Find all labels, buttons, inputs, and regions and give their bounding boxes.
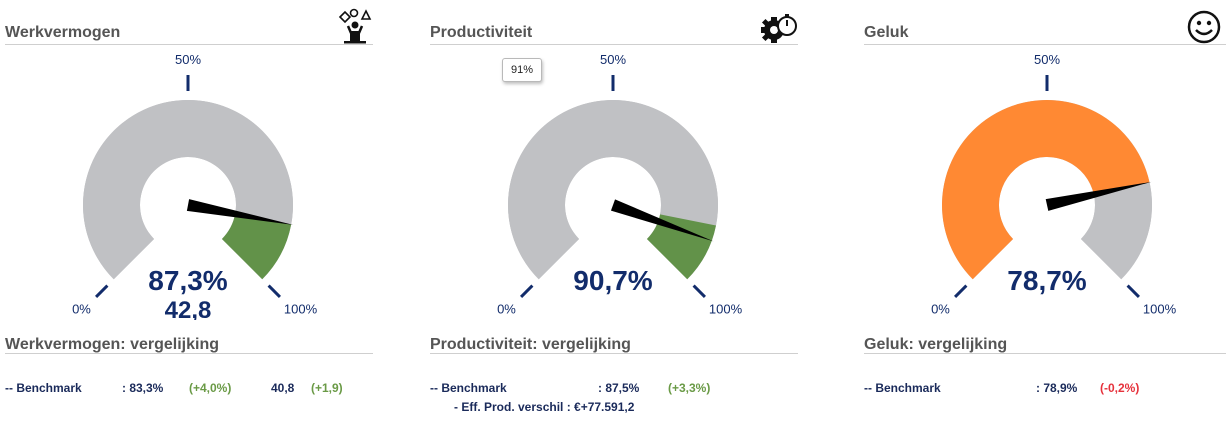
smiley-icon — [1186, 9, 1222, 45]
gauge: 0% 50% 100% 90,7% — [430, 50, 800, 320]
benchmark-value: : 87,5% — [598, 381, 640, 395]
gauge-needle — [186, 199, 294, 225]
gauge-value: 90,7% — [573, 265, 652, 296]
panel-title: Productiviteit — [430, 24, 533, 41]
value-tooltip: 91% — [502, 58, 543, 82]
benchmark-delta: (+3,3%) — [668, 381, 711, 395]
gauge-graphic: 0% 50% 100% 90,7% — [497, 52, 743, 317]
tick-mark — [95, 284, 109, 298]
tick-label-max: 100% — [1143, 302, 1177, 317]
tick-mark — [1126, 284, 1140, 298]
tick-label-min: 0% — [931, 302, 950, 317]
gauge: 0% 50% 100% 87,3% 42,8 — [5, 50, 375, 320]
gauge-graphic: 0% 50% 100% 87,3%42,8 — [72, 52, 318, 320]
benchmark-label: -- Benchmark — [864, 381, 941, 395]
gauge-band — [942, 100, 1150, 280]
gauge: 0% 50% 100% 78,7% — [864, 50, 1226, 320]
benchmark-value: : 83,3% — [122, 381, 164, 395]
eff-prod-difference: - Eff. Prod. verschil : €+77.591,2 — [454, 400, 635, 414]
tick-mark — [520, 284, 534, 298]
gauge-band — [646, 214, 716, 280]
gauge-fill — [1080, 182, 1152, 280]
panel-title: Werkvermogen — [5, 24, 121, 41]
panel-geluk: Geluk 0% 50% 100% 78,7% Geluk: vergelijking… — [864, 0, 1226, 426]
gear-stopwatch-icon — [760, 8, 797, 44]
benchmark-value-2: 40,8 — [271, 381, 295, 395]
gauge-value: 87,3% — [148, 265, 227, 296]
panel-title: Geluk — [864, 24, 909, 41]
gauge-graphic: 0% 50% 100% 78,7% — [931, 52, 1177, 317]
panel-werkvermogen: Werkvermogen 0% 50% 100% 87,3% 42,8 Werkverm… — [5, 0, 375, 426]
gauge-band — [221, 213, 292, 280]
gauge-fill — [82, 100, 293, 280]
benchmark-delta: (+4,0%) — [189, 381, 232, 395]
title-divider — [5, 44, 373, 45]
title-divider — [430, 44, 798, 45]
tick-label-min: 0% — [72, 302, 91, 317]
tick-label-max: 100% — [284, 302, 318, 317]
comparison-title: Werkvermogen: vergelijking — [5, 336, 219, 353]
title-divider — [864, 44, 1226, 45]
gauge-value: 78,7% — [1007, 265, 1086, 296]
comparison-title: Geluk: vergelijking — [864, 336, 1008, 353]
subtitle-divider — [430, 353, 798, 354]
tick-mark — [692, 284, 706, 298]
tick-label-mid: 50% — [175, 52, 201, 67]
juggler-icon — [337, 8, 373, 44]
gauge-secondary-value: 42,8 — [165, 297, 212, 320]
tick-label-min: 0% — [497, 302, 516, 317]
tick-label-mid: 50% — [600, 52, 626, 67]
panel-productiviteit: Productiviteit 0% 50% 100% 90,7% 91% Produc… — [430, 0, 800, 426]
tick-mark — [267, 284, 281, 298]
comparison-title: Productiviteit: vergelijking — [430, 336, 631, 353]
benchmark-label: -- Benchmark — [430, 381, 507, 395]
tick-mark — [954, 284, 968, 298]
gauge-needle — [1045, 181, 1152, 211]
gauge-needle — [610, 199, 714, 242]
benchmark-label: -- Benchmark — [5, 381, 82, 395]
gauge-fill — [508, 100, 718, 280]
subtitle-divider — [864, 353, 1226, 354]
tick-label-max: 100% — [709, 302, 743, 317]
subtitle-divider — [5, 353, 373, 354]
benchmark-delta: (-0,2%) — [1100, 381, 1140, 395]
benchmark-value: : 78,9% — [1036, 381, 1078, 395]
benchmark-delta-2: (+1,9) — [311, 381, 343, 395]
tick-label-mid: 50% — [1034, 52, 1060, 67]
